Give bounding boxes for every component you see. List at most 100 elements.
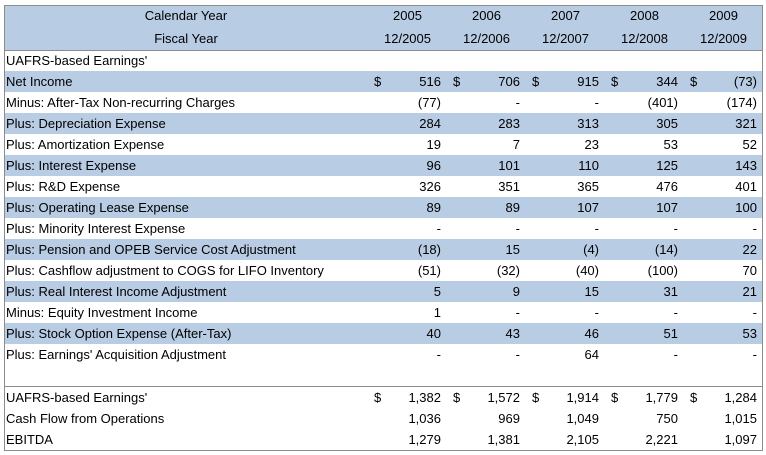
cell-value: (18) xyxy=(417,242,441,257)
cell-value: (77) xyxy=(417,95,441,110)
header-year: 2008 xyxy=(630,8,659,23)
cell-value: - xyxy=(752,305,757,320)
cell-value: - xyxy=(594,95,599,110)
data-row: Plus: Operating Lease Expense 89 89 107 107 1… xyxy=(4,197,762,218)
data-row: Plus: Interest Expense 96 101 110 125 143 xyxy=(4,155,762,176)
cell-value: 5 xyxy=(433,284,441,299)
cell-value: (100) xyxy=(647,263,678,278)
cell-value: (14) xyxy=(654,242,678,257)
cell-value: 107 xyxy=(577,200,599,215)
row-label: Plus: Earnings' Acquisition Adjustment xyxy=(6,347,226,362)
cell-value: - xyxy=(515,95,520,110)
cell-value: 31 xyxy=(663,284,678,299)
currency-sign: $ xyxy=(453,74,461,89)
cell-value: 313 xyxy=(577,116,599,131)
cell-value: (73) xyxy=(733,74,757,89)
cell-value: 476 xyxy=(656,179,678,194)
cell-value: (51) xyxy=(417,263,441,278)
header-year: 2005 xyxy=(393,8,422,23)
cell-value: 283 xyxy=(498,116,520,131)
row-label: EBITDA xyxy=(6,432,53,447)
data-row: EBITDA 1,279 1,381 2,105 2,221 1,097 xyxy=(4,429,762,450)
cell-value: 89 xyxy=(505,200,520,215)
data-row: UAFRS-based Earnings' $1,382 $1,572 $1,914 $… xyxy=(4,387,762,408)
cell-value: 15 xyxy=(584,284,599,299)
row-label: Plus: Amortization Expense xyxy=(6,137,165,152)
row-label: Plus: Minority Interest Expense xyxy=(6,221,186,236)
data-row: Plus: Stock Option Expense (After-Tax) 40… xyxy=(4,323,762,344)
data-row: Minus: After-Tax Non-recurring Charges (7… xyxy=(4,92,762,113)
data-row: Plus: Earnings' Acquisition Adjustment - -… xyxy=(4,344,762,365)
cell-value: 96 xyxy=(426,158,441,173)
cell-value: 89 xyxy=(426,200,441,215)
cell-value: 1,284 xyxy=(724,390,757,405)
cell-value: 344 xyxy=(656,74,678,89)
cell-value: 2,105 xyxy=(566,432,599,447)
cell-value: 326 xyxy=(419,179,441,194)
row-label: Minus: After-Tax Non-recurring Charges xyxy=(6,95,236,110)
header-row: Calendar Year 2005 2006 2007 2008 2009 xyxy=(4,5,762,28)
currency-sign: $ xyxy=(532,74,540,89)
data-row: Plus: Cashflow adjustment to COGS for LI… xyxy=(4,260,762,281)
cell-value: 143 xyxy=(735,158,757,173)
cell-value: 1,572 xyxy=(487,390,520,405)
cell-value: 43 xyxy=(505,326,520,341)
cell-value: 1,914 xyxy=(566,390,599,405)
cell-value: (32) xyxy=(496,263,520,278)
divider xyxy=(4,386,762,387)
header-year: 2007 xyxy=(551,8,580,23)
cell-value: 915 xyxy=(577,74,599,89)
cell-value: (174) xyxy=(726,95,757,110)
cell-value: 53 xyxy=(663,137,678,152)
header-label: Fiscal Year xyxy=(154,31,218,46)
currency-sign: $ xyxy=(374,74,382,89)
cell-value: 1,382 xyxy=(408,390,441,405)
row-label: Plus: R&D Expense xyxy=(6,179,121,194)
cell-value: - xyxy=(515,347,520,362)
row-label: Plus: Operating Lease Expense xyxy=(6,200,189,215)
header-fiscal: 12/2006 xyxy=(463,31,510,46)
cell-value: - xyxy=(515,221,520,236)
row-label: Plus: Pension and OPEB Service Cost Adju… xyxy=(6,242,296,257)
section-row: UAFRS-based Earnings' xyxy=(4,50,762,71)
header-label: Calendar Year xyxy=(144,8,228,23)
cell-value: 1,049 xyxy=(566,411,599,426)
data-row: Cash Flow from Operations 1,036 969 1,049 75… xyxy=(4,408,762,429)
cell-value: - xyxy=(594,221,599,236)
cell-value: - xyxy=(673,347,678,362)
cell-value: 1,381 xyxy=(487,432,520,447)
currency-sign: $ xyxy=(453,390,461,405)
cell-value: 51 xyxy=(663,326,678,341)
divider xyxy=(4,50,762,51)
row-label: Plus: Interest Expense xyxy=(6,158,137,173)
cell-value: 101 xyxy=(498,158,520,173)
cell-value: 22 xyxy=(742,242,757,257)
cell-value: 107 xyxy=(656,200,678,215)
cell-value: (40) xyxy=(575,263,599,278)
cell-value: 100 xyxy=(735,200,757,215)
cell-value: - xyxy=(673,221,678,236)
cell-value: 365 xyxy=(577,179,599,194)
currency-sign: $ xyxy=(690,390,698,405)
cell-value: 53 xyxy=(742,326,757,341)
cell-value: 40 xyxy=(426,326,441,341)
currency-sign: $ xyxy=(690,74,698,89)
cell-value: 64 xyxy=(584,347,599,362)
cell-value: - xyxy=(752,221,757,236)
cell-value: 46 xyxy=(584,326,599,341)
cell-value: 1,097 xyxy=(724,432,757,447)
currency-sign: $ xyxy=(374,390,382,405)
cell-value: 21 xyxy=(742,284,757,299)
cell-value: 9 xyxy=(512,284,520,299)
data-row: Plus: Minority Interest Expense - - - - - xyxy=(4,218,762,239)
cell-value: 70 xyxy=(742,263,757,278)
cell-value: - xyxy=(436,347,441,362)
cell-value: 7 xyxy=(512,137,520,152)
cell-value: 750 xyxy=(656,411,678,426)
data-row: Plus: Amortization Expense 19 7 23 53 52 xyxy=(4,134,762,155)
currency-sign: $ xyxy=(611,74,619,89)
data-row: Plus: Real Interest Income Adjustment 5 9 1… xyxy=(4,281,762,302)
row-label: Plus: Cashflow adjustment to COGS for LI… xyxy=(6,263,324,278)
cell-value: 52 xyxy=(742,137,757,152)
header-year: 2006 xyxy=(472,8,501,23)
